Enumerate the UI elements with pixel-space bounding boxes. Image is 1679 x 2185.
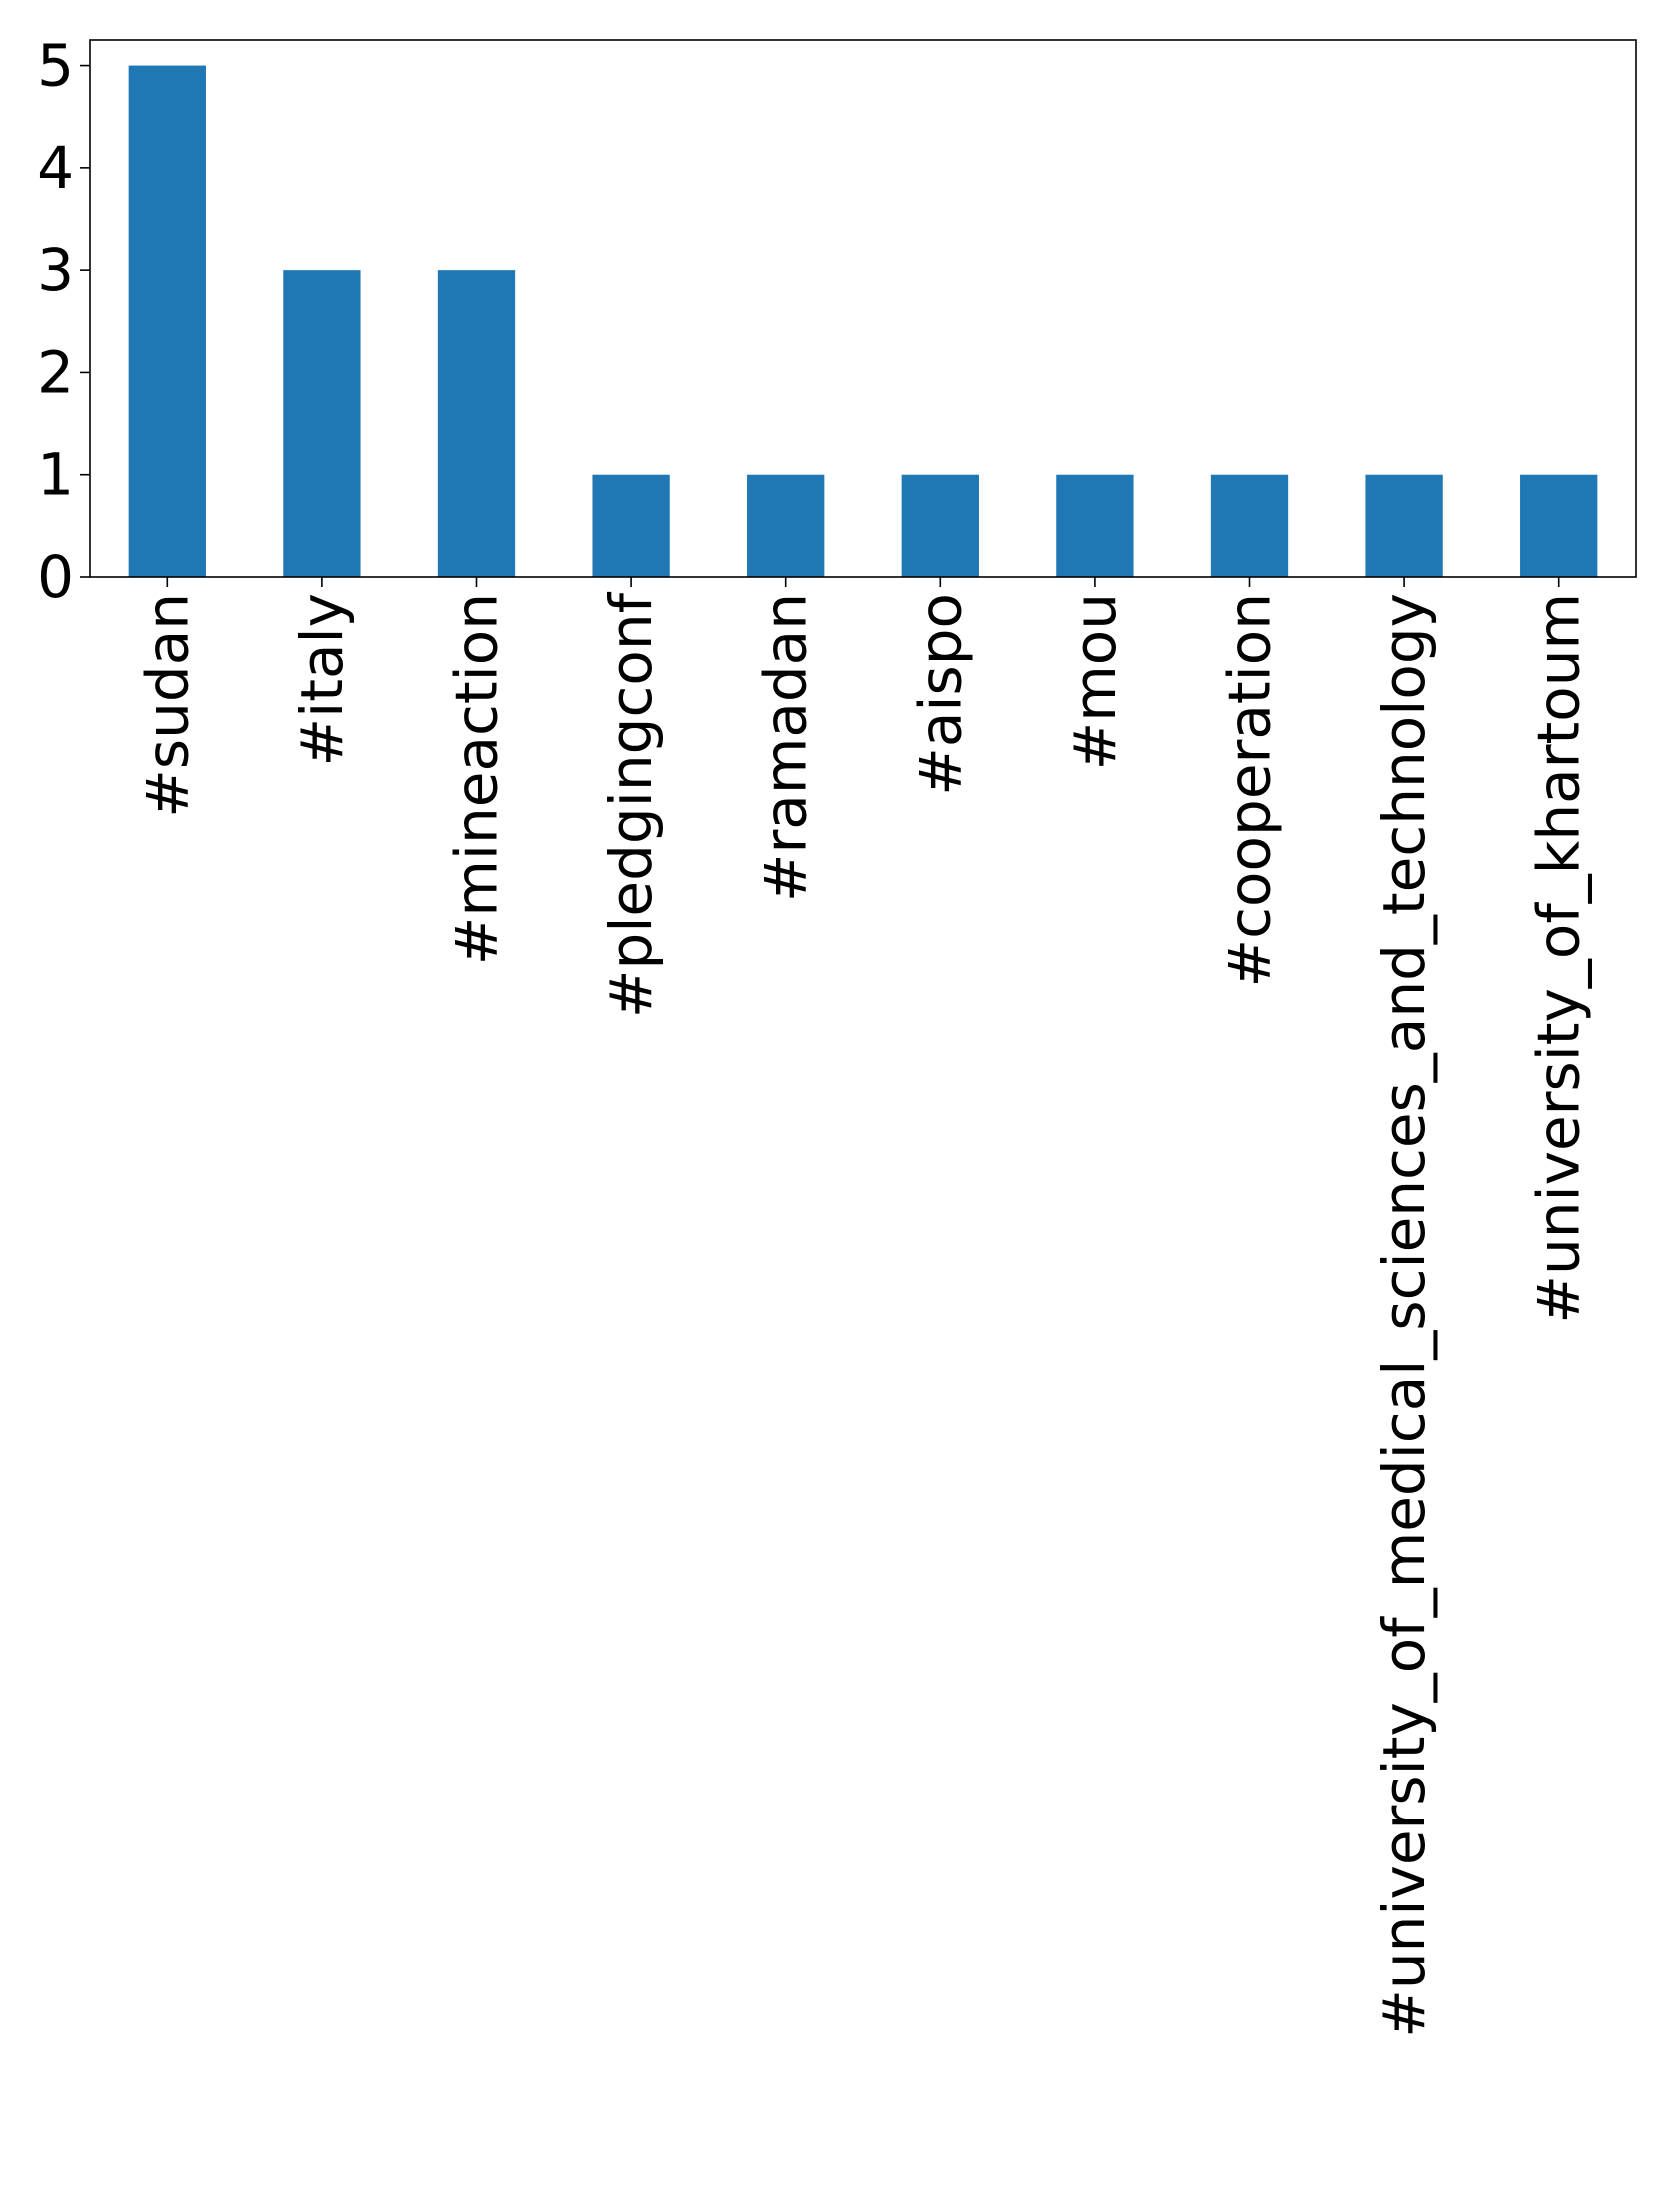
x-axis: #sudan #italy #mineaction #pledgingconf #ram…: [133, 577, 1593, 2038]
plot-frame: [89, 39, 1637, 578]
y-tick-label: 1: [37, 441, 74, 509]
x-tick-label: #sudan: [133, 593, 201, 818]
bar-7: [1210, 474, 1289, 577]
bars-group: [128, 65, 1598, 578]
y-tick-label: 4: [37, 134, 74, 202]
x-tick-label: #italy: [288, 593, 356, 766]
y-tick-label: 3: [37, 236, 74, 304]
bar-8: [1365, 474, 1443, 577]
x-tick-label: #mou: [1061, 593, 1129, 770]
bar-4: [747, 474, 825, 577]
x-tick-label: #university_of_khartoum: [1525, 593, 1593, 1324]
x-tick-label: #ramadan: [752, 593, 820, 902]
x-tick-label: #university_of_medical_sciences_and_tech…: [1370, 593, 1438, 2038]
y-tick-label: 2: [37, 338, 74, 406]
bar-6: [1056, 474, 1134, 577]
bar-2: [437, 270, 516, 577]
bar-9: [1520, 474, 1598, 577]
x-tick-label: #cooperation: [1216, 593, 1284, 987]
bar-5: [901, 474, 979, 577]
x-tick-label: #pledgingconf: [597, 591, 665, 1018]
bar-1: [283, 270, 361, 577]
y-tick-label: 0: [37, 543, 74, 611]
bar-3: [592, 474, 670, 577]
bar-0: [128, 65, 206, 578]
x-tick-label: #mineaction: [443, 593, 511, 965]
y-tick-label: 5: [37, 32, 74, 100]
y-axis: 0 1 2 3 4 5: [37, 32, 90, 611]
x-tick-label: #aispo: [906, 593, 974, 796]
